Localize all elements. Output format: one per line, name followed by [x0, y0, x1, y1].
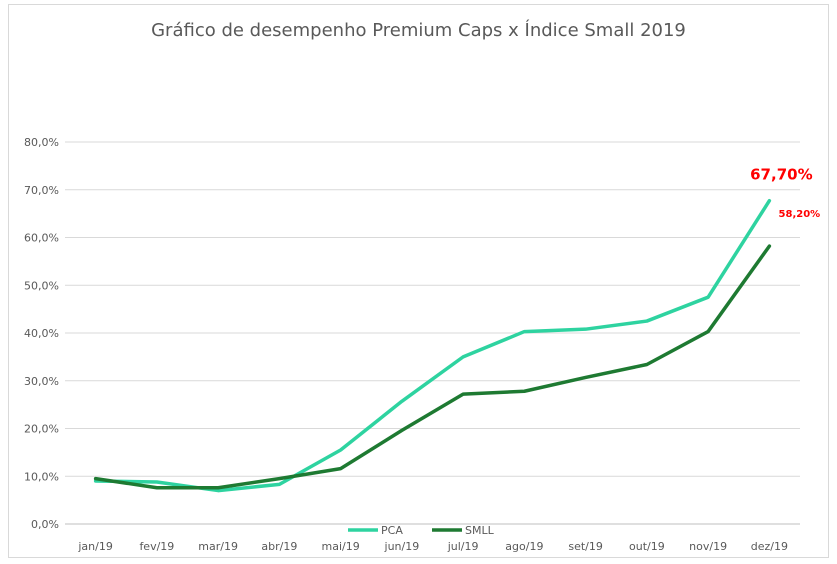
y-tick-label: 10,0%	[24, 470, 59, 483]
x-tick-label: fev/19	[139, 540, 174, 553]
x-tick-label: nov/19	[689, 540, 727, 553]
x-tick-label: ago/19	[505, 540, 543, 553]
x-tick-label: out/19	[629, 540, 665, 553]
legend-label-smll: SMLL	[465, 524, 495, 537]
y-tick-label: 60,0%	[24, 232, 59, 245]
data-label-smll: 58,20%	[779, 209, 821, 220]
chart-title: Gráfico de desempenho Premium Caps x Índ…	[151, 20, 686, 41]
y-tick-label: 50,0%	[24, 279, 59, 292]
y-tick-label: 0,0%	[31, 518, 59, 531]
x-tick-label: dez/19	[751, 540, 788, 553]
series-line-smll	[93, 244, 772, 490]
x-tick-label: jan/19	[77, 540, 112, 553]
y-tick-label: 80,0%	[24, 136, 59, 149]
x-tick-label: set/19	[568, 540, 603, 553]
y-tick-label: 70,0%	[24, 184, 59, 197]
y-tick-label: 20,0%	[24, 423, 59, 436]
chart-frame	[8, 4, 829, 558]
legend-label-pca: PCA	[381, 524, 403, 537]
x-tick-label: jul/19	[447, 540, 479, 553]
data-label-pca: 67,70%	[750, 166, 812, 184]
x-tick-label: mar/19	[198, 540, 238, 553]
series-line-pca	[93, 198, 772, 493]
x-tick-label: jun/19	[384, 540, 420, 553]
x-tick-label: abr/19	[261, 540, 297, 553]
x-tick-label: mai/19	[322, 540, 360, 553]
y-tick-label: 40,0%	[24, 327, 59, 340]
y-tick-label: 30,0%	[24, 375, 59, 388]
